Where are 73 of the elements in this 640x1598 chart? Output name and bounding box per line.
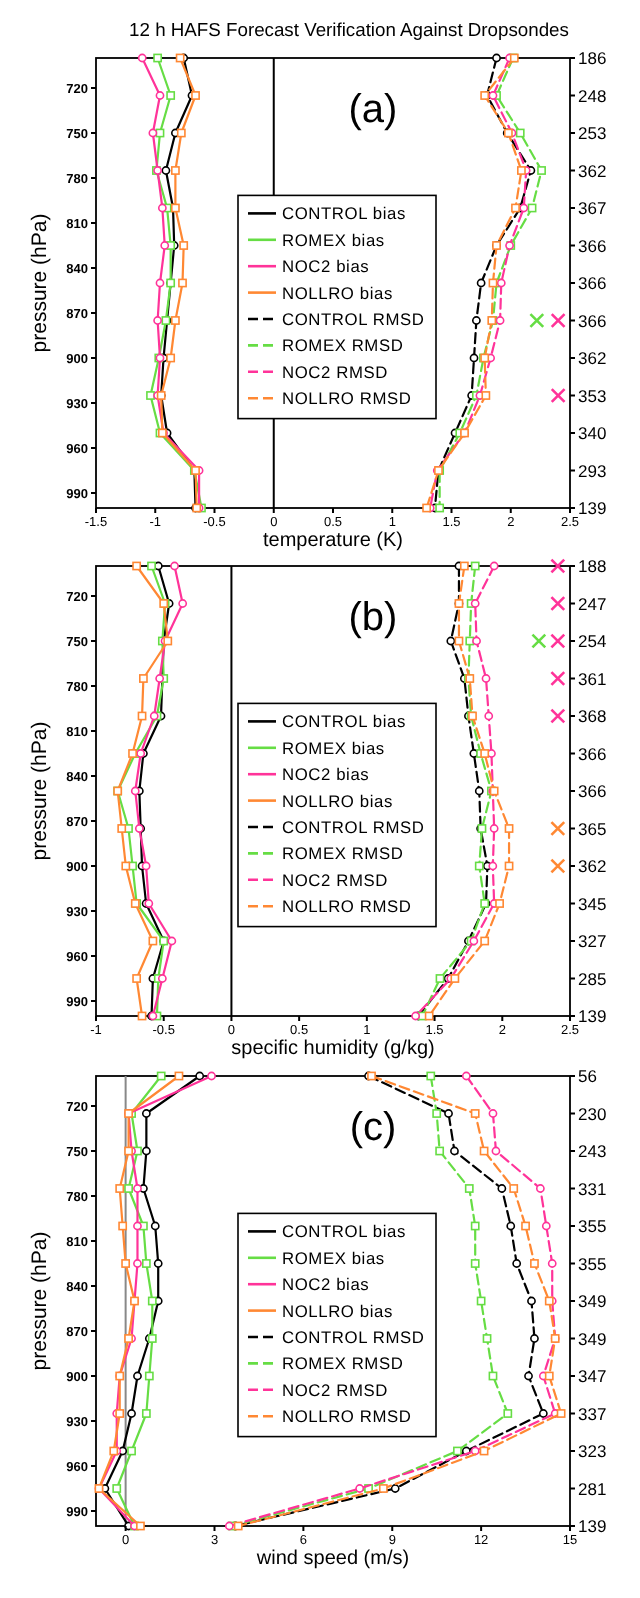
legend-label: NOC2 bias (282, 256, 370, 277)
category-label: 327 (578, 931, 607, 951)
legend-label: ROMEX RMSD (282, 1353, 404, 1374)
legend-label: ROMEX RMSD (282, 843, 404, 864)
annotation: (b) (348, 596, 398, 640)
category-label: 367 (578, 198, 607, 218)
category-label: 247 (578, 593, 607, 614)
annotation: (a) (348, 88, 398, 132)
legend-label: NOLLRO bias (282, 790, 393, 811)
legend-label: NOLLRO RMSD (282, 388, 412, 409)
category-label: 293 (578, 460, 607, 481)
x-axis-title: specific humidity (g/kg) (231, 1038, 435, 1060)
legend-label: ROMEX bias (282, 1247, 385, 1268)
category-label: 230 (578, 1103, 607, 1124)
category-label: 243 (578, 1141, 607, 1161)
legend-label: NOC2 RMSD (282, 1379, 388, 1400)
legend-label: CONTROL RMSD (282, 1327, 425, 1347)
category-label: 365 (578, 818, 607, 839)
category-label: 331 (578, 1178, 607, 1199)
category-label: 368 (578, 706, 607, 726)
category-label: 253 (578, 123, 607, 143)
legend-label: NOLLRO RMSD (282, 1406, 412, 1427)
category-label: 355 (578, 1216, 607, 1236)
legend-label: CONTROL bias (282, 1221, 406, 1242)
category-label: 361 (578, 668, 607, 689)
legend-label: CONTROL RMSD (282, 309, 425, 329)
category-label: 281 (578, 1478, 607, 1499)
category-label: 139 (578, 1006, 607, 1026)
category-label: 345 (578, 893, 607, 914)
category-label: 139 (578, 1516, 607, 1536)
legend-label: NOC2 bias (282, 764, 370, 785)
category-label: 366 (578, 235, 607, 256)
legend-label: NOC2 RMSD (282, 361, 388, 382)
legend-label: ROMEX RMSD (282, 335, 404, 356)
category-label: 254 (578, 631, 607, 651)
category-label: 323 (578, 1441, 607, 1461)
annotation: (c) (349, 1106, 397, 1150)
legend-label: ROMEX bias (282, 229, 385, 250)
y-axis-title: pressure (hPa) (28, 721, 52, 861)
category-label: 362 (578, 856, 607, 876)
category-label: 285 (578, 968, 607, 989)
category-label: 337 (578, 1403, 607, 1424)
category-label: 56 (578, 1066, 597, 1086)
legend-label: NOC2 bias (282, 1274, 370, 1295)
legend-label: CONTROL RMSD (282, 817, 425, 837)
legend-label: NOC2 RMSD (282, 869, 388, 890)
legend-label: NOLLRO bias (282, 1300, 393, 1321)
x-axis-title: wind speed (m/s) (254, 1548, 410, 1570)
category-label: 349 (578, 1291, 607, 1311)
category-label: 186 (578, 48, 607, 68)
chart-title: 12 h HAFS Forecast Verification Against Dropsondes (129, 18, 570, 40)
category-label: 188 (578, 556, 607, 576)
y-axis-title: pressure (hPa) (28, 1231, 52, 1371)
category-label: 366 (578, 781, 607, 801)
x-axis-title: temperature (K) (262, 530, 404, 552)
category-label: 340 (578, 423, 607, 443)
category-label: 139 (578, 498, 607, 518)
legend-label: NOLLRO RMSD (282, 896, 412, 917)
legend-label: ROMEX bias (282, 737, 385, 758)
legend-label: CONTROL bias (282, 711, 406, 732)
y-axis-title: pressure (hPa) (28, 213, 52, 353)
category-label: 355 (578, 1253, 607, 1274)
category-label: 366 (578, 273, 607, 293)
category-label: 366 (578, 743, 607, 764)
category-label: 362 (578, 348, 607, 368)
category-label: 362 (578, 160, 607, 181)
category-label: 349 (578, 1328, 607, 1349)
category-label: 366 (578, 310, 607, 331)
legend-label: CONTROL bias (282, 203, 406, 224)
category-label: 248 (578, 85, 607, 106)
category-label: 353 (578, 385, 607, 406)
legend-label: NOLLRO bias (282, 282, 393, 303)
category-label: 347 (578, 1366, 607, 1386)
